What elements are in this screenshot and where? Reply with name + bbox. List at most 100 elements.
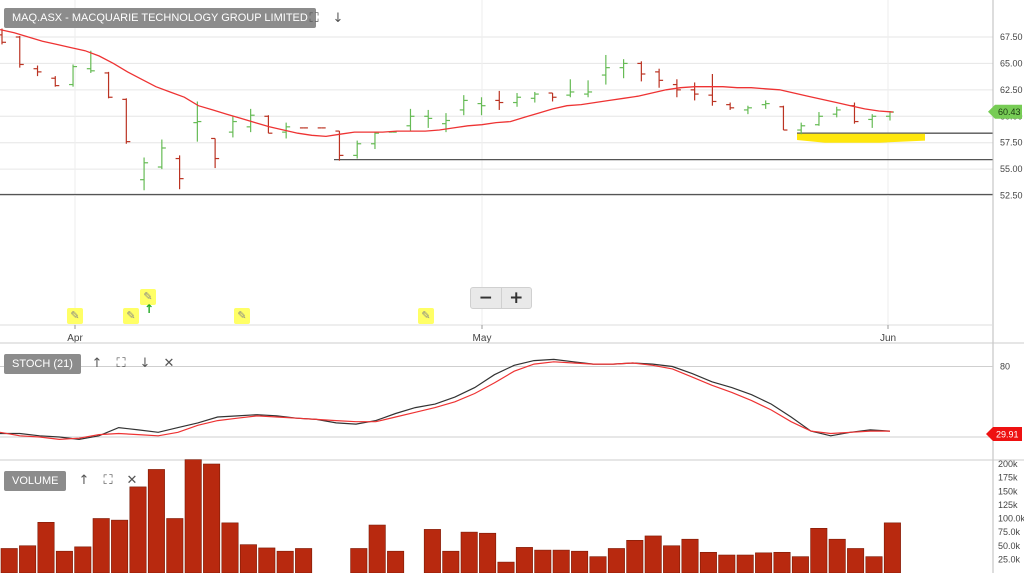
y-tick-label: 75.0k [998, 527, 1021, 537]
volume-bar [74, 546, 92, 573]
volume-bar [699, 551, 717, 573]
moving-average-line [0, 28, 894, 138]
ohlc-bar [424, 109, 433, 128]
arrow-up-icon[interactable]: ↑ [78, 473, 90, 488]
ohlc-bar [743, 105, 752, 115]
volume-bar [0, 548, 18, 573]
pencil-icon[interactable]: ✎ [234, 308, 250, 324]
ohlc-bar [495, 90, 504, 110]
ohlc-bar [530, 91, 539, 103]
volume-bar [166, 518, 184, 573]
ohlc-bar [566, 79, 575, 98]
x-tick-label: Apr [67, 333, 83, 344]
ohlc-bar [406, 108, 415, 132]
ohlc-bar [832, 106, 841, 118]
ohlc-bar [761, 100, 770, 109]
ohlc-bar [15, 35, 24, 68]
y-tick-label: 150k [998, 486, 1018, 496]
volume-bar [37, 522, 55, 573]
volume-bar [847, 548, 865, 573]
close-icon[interactable]: ✕ [126, 473, 138, 488]
close-icon[interactable]: ✕ [163, 356, 175, 371]
x-tick-label: Jun [880, 333, 896, 344]
arrow-up-icon: ↑ [144, 302, 155, 316]
ohlc-bar [335, 130, 344, 161]
arrow-up-icon[interactable]: ↑ [91, 356, 103, 371]
volume-bar [258, 547, 276, 573]
volume-bar [147, 469, 165, 573]
volume-bar [607, 548, 625, 573]
ohlc-bar [779, 105, 788, 131]
expand-icon[interactable]: ⛶ [103, 473, 113, 488]
volume-bar [571, 550, 589, 573]
volume-bar [239, 544, 257, 573]
ohlc-bar [690, 82, 699, 101]
ohlc-bar [0, 28, 6, 45]
stoch-value-label: 29.91 [996, 430, 1019, 440]
expand-icon[interactable]: ⛶ [309, 11, 319, 26]
volume-bar [295, 548, 313, 573]
volume-bar [718, 554, 736, 573]
ohlc-bar [513, 93, 522, 107]
y-tick-label: 125k [998, 500, 1018, 510]
stoch-line [0, 361, 890, 441]
volume-bar [589, 556, 607, 573]
ohlc-bar [86, 50, 95, 73]
ohlc-bar [353, 140, 362, 159]
arrow-down-icon[interactable]: ↓ [332, 11, 344, 26]
volume-bar [129, 486, 147, 573]
volume-bar [626, 539, 644, 573]
y-tick-label: 62.50 [1000, 85, 1023, 95]
highlight-marker [797, 133, 925, 143]
y-tick-label: 80 [1000, 362, 1010, 372]
volume-bar [828, 538, 846, 573]
expand-icon[interactable]: ⛶ [116, 356, 126, 371]
volume-panel-label[interactable]: VOLUME [4, 471, 67, 491]
zoom-control[interactable]: − + [470, 287, 532, 309]
y-tick-label: 65.00 [1000, 58, 1023, 68]
ohlc-bar [211, 137, 220, 169]
ohlc-bar [708, 73, 717, 106]
price-panel-label[interactable]: MAQ.ASX - MACQUARIE TECHNOLOGY GROUP LIM… [4, 8, 316, 28]
pencil-icon[interactable]: ✎ [67, 308, 83, 324]
ohlc-bar [655, 68, 664, 88]
volume-bar [221, 522, 239, 573]
ohlc-bar [548, 92, 557, 102]
volume-bar [423, 529, 441, 573]
arrow-down-icon[interactable]: ↓ [139, 356, 151, 371]
volume-bar [203, 463, 221, 573]
ohlc-bar [797, 122, 806, 135]
ohlc-bar [175, 155, 184, 190]
zoom-in-button[interactable]: + [509, 288, 524, 308]
ohlc-bar [637, 61, 646, 82]
ohlc-bar [814, 112, 823, 126]
stoch-line [0, 358, 891, 441]
pencil-icon[interactable]: ✎ [418, 308, 434, 324]
stoch-panel-label[interactable]: STOCH (21) [4, 354, 81, 374]
y-tick-label: 200k [998, 459, 1018, 469]
volume-bar [497, 561, 515, 573]
pencil-icon[interactable]: ✎ [123, 308, 139, 324]
y-tick-label: 52.50 [1000, 191, 1023, 201]
y-tick-label: 50.0k [998, 541, 1021, 551]
zoom-out-button[interactable]: − [471, 288, 502, 308]
volume-bar [515, 547, 533, 573]
volume-bar [442, 550, 460, 573]
volume-bar [791, 556, 809, 573]
pencil-icon[interactable]: ✎ [140, 289, 156, 305]
ohlc-bar [140, 157, 149, 191]
volume-bar [92, 518, 110, 573]
volume-bar [663, 545, 681, 573]
volume-bar [55, 550, 73, 573]
y-tick-label: 100.0k [998, 514, 1024, 524]
x-tick-label: May [473, 333, 492, 344]
volume-bar [184, 459, 202, 573]
volume-bar [111, 519, 129, 573]
volume-bar [479, 532, 497, 573]
last-price-tag [988, 104, 1022, 119]
volume-bar [865, 556, 883, 573]
ohlc-bar [246, 108, 255, 133]
y-tick-label: 55.00 [1000, 164, 1023, 174]
